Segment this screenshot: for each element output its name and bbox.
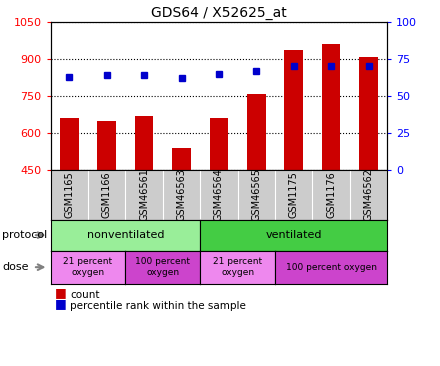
- Text: GSM46561: GSM46561: [139, 168, 149, 221]
- Text: dose: dose: [2, 262, 29, 272]
- Text: GSM1175: GSM1175: [289, 171, 299, 219]
- Bar: [135, 116, 154, 170]
- Bar: [60, 118, 79, 170]
- Bar: [359, 57, 378, 170]
- Bar: [97, 121, 116, 170]
- Text: ■: ■: [55, 287, 67, 299]
- Text: 100 percent oxygen: 100 percent oxygen: [286, 263, 377, 272]
- Text: nonventilated: nonventilated: [87, 230, 164, 240]
- Bar: [247, 94, 266, 170]
- Text: GSM46565: GSM46565: [251, 168, 261, 221]
- Text: percentile rank within the sample: percentile rank within the sample: [70, 301, 246, 311]
- Text: ventilated: ventilated: [265, 230, 322, 240]
- Title: GDS64 / X52625_at: GDS64 / X52625_at: [151, 5, 287, 19]
- Text: GSM46562: GSM46562: [363, 168, 374, 221]
- Text: ■: ■: [55, 298, 67, 310]
- Text: count: count: [70, 290, 100, 300]
- Text: GSM46563: GSM46563: [176, 168, 187, 221]
- Bar: [284, 51, 303, 170]
- Bar: [322, 44, 341, 170]
- Text: GSM1165: GSM1165: [64, 172, 74, 218]
- Bar: [209, 118, 228, 170]
- Text: 100 percent
oxygen: 100 percent oxygen: [136, 257, 190, 277]
- Text: GSM46564: GSM46564: [214, 168, 224, 221]
- Text: GSM1166: GSM1166: [102, 172, 112, 218]
- Text: 21 percent
oxygen: 21 percent oxygen: [63, 257, 113, 277]
- Text: 21 percent
oxygen: 21 percent oxygen: [213, 257, 262, 277]
- Text: GSM1176: GSM1176: [326, 172, 336, 218]
- Text: protocol: protocol: [2, 230, 48, 240]
- Bar: [172, 148, 191, 170]
